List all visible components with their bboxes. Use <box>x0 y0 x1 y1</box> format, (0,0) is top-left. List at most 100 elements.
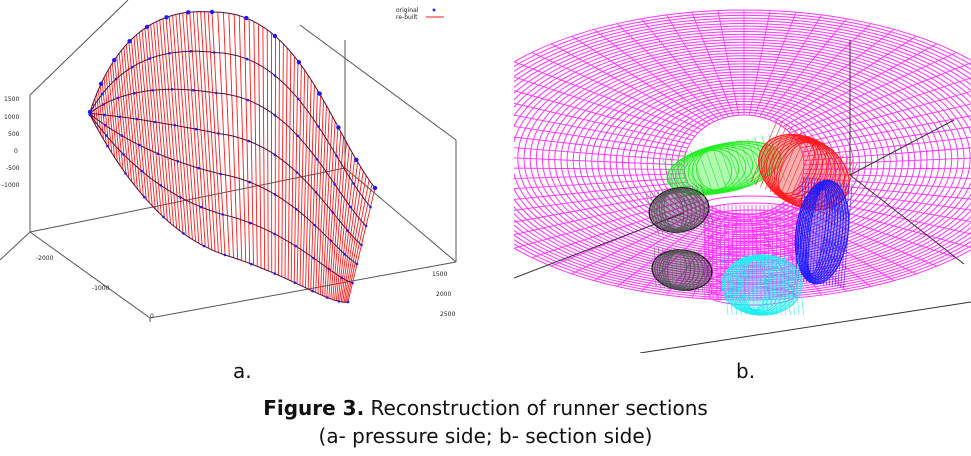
original-point <box>273 113 277 117</box>
cone-radial-line <box>769 209 872 287</box>
z-tick: 1000 <box>4 114 19 121</box>
blade-cyan <box>721 254 804 316</box>
original-point <box>138 143 141 147</box>
original-point <box>133 91 136 95</box>
original-point <box>212 51 216 54</box>
original-point <box>200 205 203 209</box>
original-point <box>116 96 120 100</box>
cone-radial-line <box>514 185 690 211</box>
subfigure-label-b: b. <box>736 359 756 383</box>
z-tick: 500 <box>8 131 20 138</box>
original-point <box>142 195 146 199</box>
original-point <box>182 232 185 235</box>
legend-entry-rebuilt: re-built <box>396 14 418 21</box>
original-point <box>245 57 249 61</box>
original-point <box>354 157 359 163</box>
cone-radial-line <box>792 77 971 137</box>
original-point <box>337 300 341 303</box>
runner-blades <box>645 119 858 316</box>
cone-radial-line <box>803 137 971 157</box>
cone-radial-line <box>514 167 685 170</box>
cone-radial-line <box>514 181 688 200</box>
original-point <box>360 243 363 247</box>
original-point <box>364 224 368 228</box>
original-point <box>296 60 302 65</box>
blade-black-upper <box>645 183 715 236</box>
figure-title: Reconstruction of runner sections <box>364 396 708 420</box>
cone-radial-line <box>748 10 771 116</box>
original-point <box>349 205 352 209</box>
original-point <box>295 171 299 174</box>
original-point <box>120 134 124 137</box>
original-point <box>295 208 298 211</box>
original-point <box>156 152 160 155</box>
original-point <box>104 124 107 127</box>
original-point <box>329 239 333 243</box>
cone-radial-line <box>514 136 685 157</box>
panel-b-plot <box>514 9 971 353</box>
cone-radial-line <box>571 205 710 275</box>
original-point <box>248 180 251 184</box>
original-point <box>88 113 92 117</box>
x-tick: -2000 <box>36 255 54 262</box>
original-point <box>153 120 157 124</box>
y-tick: 1500 <box>432 271 447 278</box>
cone-radial-line <box>798 103 971 145</box>
cone-radial-line <box>803 147 971 162</box>
y-tick: 2500 <box>440 311 455 318</box>
original-point <box>135 117 139 121</box>
y-tick-labels: 1500 2000 2500 <box>432 271 455 318</box>
original-point <box>221 213 225 216</box>
figure-subtitle: (a- pressure side; b- section side) <box>318 424 653 448</box>
cone-radial-line <box>717 10 740 116</box>
original-point <box>369 205 372 209</box>
original-point <box>346 300 350 304</box>
cone-radial-line <box>800 115 971 149</box>
cone-radial-line <box>514 193 695 236</box>
original-point <box>186 10 191 15</box>
original-point <box>202 244 206 248</box>
original-point <box>176 160 180 163</box>
cone-radial-line <box>571 35 710 125</box>
cone-radial-line <box>531 52 702 131</box>
original-point <box>317 125 320 128</box>
figure-panel-a: 1500 1000 500 0 -500 -1000 -2000 -1000 0… <box>0 0 463 322</box>
original-point <box>246 98 250 102</box>
original-point <box>164 15 169 20</box>
original-point <box>247 139 251 143</box>
original-point <box>209 9 215 15</box>
original-point <box>355 262 359 266</box>
cone-radial-line <box>759 14 822 117</box>
original-point <box>273 74 277 77</box>
original-point <box>112 58 117 63</box>
z-tick: -1000 <box>2 182 20 189</box>
original-point <box>144 24 150 30</box>
blade-black-lower <box>651 246 713 294</box>
figure-panel-b <box>514 0 971 353</box>
cone-radial-line <box>514 61 699 134</box>
cone-radial-line <box>778 35 917 125</box>
z-tick-labels: 1500 1000 500 0 -500 -1000 <box>2 96 20 189</box>
original-point <box>327 267 331 271</box>
original-point <box>273 153 277 156</box>
original-point <box>219 172 222 176</box>
original-point <box>197 166 200 170</box>
figure-label: Figure 3. <box>263 396 365 420</box>
original-point <box>272 33 278 39</box>
original-point <box>333 182 336 186</box>
original-point <box>168 52 171 55</box>
z-tick: -500 <box>6 165 20 172</box>
original-point <box>351 281 354 285</box>
original-point <box>249 221 252 225</box>
cone-radial-line <box>795 91 971 141</box>
original-point <box>194 127 198 131</box>
cone-radial-line <box>786 52 957 131</box>
cone-radial-line <box>593 29 715 123</box>
legend-marker-original <box>432 8 436 12</box>
original-point <box>101 103 105 106</box>
cone-radial-line <box>798 185 971 211</box>
original-point <box>114 77 118 81</box>
original-point <box>343 252 347 256</box>
cone-radial-line <box>789 196 971 248</box>
original-point <box>346 229 350 232</box>
